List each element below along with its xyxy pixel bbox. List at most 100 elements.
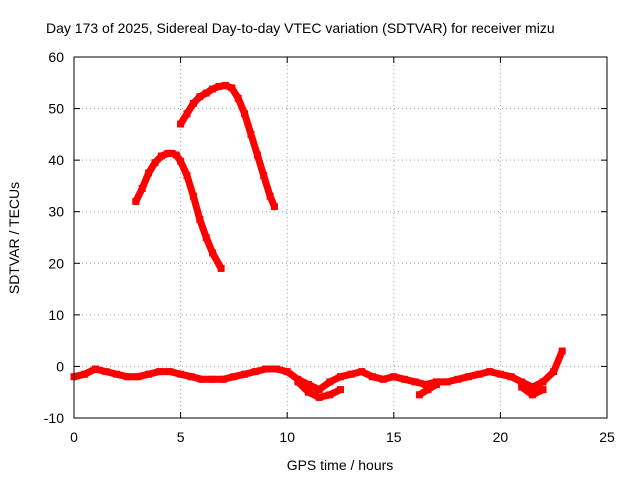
data-point <box>475 370 483 378</box>
data-point <box>187 373 195 381</box>
data-point <box>134 373 142 381</box>
data-point <box>228 84 236 92</box>
data-point <box>166 368 174 376</box>
y-tick-label: 20 <box>48 255 64 271</box>
x-tick-label: 0 <box>70 429 78 445</box>
x-tick-label: 10 <box>279 429 295 445</box>
data-point <box>202 234 210 241</box>
data-point <box>102 368 110 376</box>
data-point <box>273 365 280 373</box>
data-layer <box>70 81 566 401</box>
y-tick-label: -10 <box>44 410 64 426</box>
data-point <box>247 130 255 138</box>
data-point <box>151 159 159 167</box>
data-point <box>464 373 472 381</box>
data-point <box>198 375 206 383</box>
data-point <box>432 381 440 388</box>
data-point <box>379 375 387 383</box>
data-point <box>157 152 165 160</box>
data-point <box>209 375 217 383</box>
data-point <box>123 373 131 381</box>
data-point <box>81 370 89 378</box>
y-tick-label: 0 <box>56 358 64 374</box>
data-point <box>113 370 121 378</box>
data-point <box>172 151 180 159</box>
data-point <box>294 378 302 386</box>
label-layer: 0 5 10 15 20 25 -10 0 10 20 30 40 50 60 <box>44 49 615 445</box>
data-point <box>241 110 249 118</box>
data-point <box>183 110 191 118</box>
data-point <box>221 81 229 89</box>
y-tick-label: 10 <box>48 307 64 323</box>
data-point <box>202 89 210 97</box>
x-tick-label: 25 <box>599 429 615 445</box>
data-point <box>496 370 504 378</box>
y-axis-title: SDTVAR / TECUs <box>6 182 22 294</box>
data-point <box>390 373 398 381</box>
data-point <box>177 157 185 165</box>
data-point <box>189 99 197 107</box>
data-point <box>369 373 376 381</box>
data-point <box>266 192 274 200</box>
data-point <box>305 388 312 396</box>
data-point <box>507 373 515 381</box>
data-point <box>283 368 291 376</box>
data-point <box>518 383 526 391</box>
data-point <box>209 85 217 93</box>
data-point <box>305 381 312 388</box>
data-point <box>189 192 197 200</box>
data-point <box>196 215 204 223</box>
data-point <box>454 375 462 383</box>
data-point <box>209 249 217 257</box>
data-point <box>326 378 334 386</box>
data-point <box>145 169 153 177</box>
data-point <box>234 94 242 102</box>
data-point <box>411 378 419 386</box>
data-point <box>196 93 204 101</box>
data-point <box>145 370 153 378</box>
data-point <box>486 368 494 376</box>
data-point <box>422 381 430 388</box>
data-point <box>337 373 344 381</box>
data-point <box>528 383 536 391</box>
data-point <box>539 386 547 394</box>
data-point <box>528 391 536 399</box>
plot-frame <box>73 56 608 419</box>
data-point <box>132 197 140 205</box>
data-point <box>315 393 323 401</box>
y-tick-label: 30 <box>48 204 64 220</box>
data-point <box>315 386 323 394</box>
y-tick-label: 60 <box>48 49 64 65</box>
data-point <box>326 391 334 399</box>
data-point <box>183 172 191 180</box>
data-point <box>358 368 366 376</box>
data-point <box>415 391 423 399</box>
data-point <box>215 82 223 90</box>
data-point <box>177 120 185 128</box>
x-tick-label: 15 <box>386 429 402 445</box>
x-axis-title: GPS time / hours <box>287 457 394 473</box>
data-point <box>443 378 451 386</box>
data-point <box>177 370 185 378</box>
data-point <box>539 378 547 386</box>
data-point <box>518 378 526 386</box>
x-tick-label: 5 <box>177 429 185 445</box>
data-point <box>558 347 566 355</box>
data-point <box>241 370 249 378</box>
data-point <box>253 151 261 159</box>
data-point <box>168 149 176 157</box>
tick-layer <box>73 56 608 419</box>
data-point <box>251 368 259 376</box>
x-tick-label: 20 <box>493 429 509 445</box>
data-point <box>219 375 227 383</box>
y-tick-label: 50 <box>48 101 64 117</box>
data-point <box>550 368 558 376</box>
grid-layer <box>74 57 607 418</box>
data-point <box>138 185 146 192</box>
data-point <box>217 264 225 272</box>
data-point <box>337 386 344 394</box>
data-point <box>262 365 270 373</box>
data-point <box>230 373 238 381</box>
data-point <box>401 375 408 383</box>
